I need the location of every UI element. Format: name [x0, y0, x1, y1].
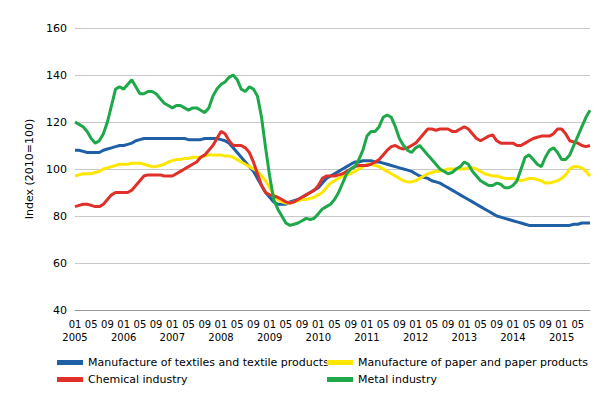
svg-text:05: 05 — [474, 319, 487, 330]
svg-text:01: 01 — [409, 319, 422, 330]
svg-text:09: 09 — [150, 319, 163, 330]
svg-text:01: 01 — [263, 319, 276, 330]
svg-text:09: 09 — [101, 319, 114, 330]
svg-text:2012: 2012 — [403, 332, 428, 343]
svg-text:40: 40 — [53, 304, 67, 317]
svg-text:Index (2010=100): Index (2010=100) — [23, 119, 36, 220]
svg-text:2010: 2010 — [306, 332, 331, 343]
svg-text:Chemical industry: Chemical industry — [88, 373, 188, 386]
svg-text:01: 01 — [312, 319, 325, 330]
svg-text:05: 05 — [279, 319, 292, 330]
svg-text:05: 05 — [425, 319, 438, 330]
svg-text:05: 05 — [134, 319, 147, 330]
svg-text:01: 01 — [117, 319, 130, 330]
svg-text:05: 05 — [231, 319, 244, 330]
svg-text:2008: 2008 — [208, 332, 233, 343]
svg-text:Manufacture of textiles and te: Manufacture of textiles and textile prod… — [88, 356, 329, 369]
svg-text:09: 09 — [247, 319, 260, 330]
svg-text:2006: 2006 — [111, 332, 136, 343]
svg-text:140: 140 — [46, 69, 67, 82]
svg-text:05: 05 — [182, 319, 195, 330]
svg-text:100: 100 — [46, 163, 67, 176]
svg-text:01: 01 — [458, 319, 471, 330]
svg-text:09: 09 — [539, 319, 552, 330]
svg-text:2013: 2013 — [452, 332, 477, 343]
svg-text:01: 01 — [215, 319, 228, 330]
svg-text:09: 09 — [490, 319, 503, 330]
svg-text:09: 09 — [393, 319, 406, 330]
svg-text:160: 160 — [46, 22, 67, 35]
svg-text:Manufacture of paper and paper: Manufacture of paper and paper products — [358, 356, 588, 369]
svg-text:2005: 2005 — [62, 332, 87, 343]
svg-text:2014: 2014 — [500, 332, 525, 343]
svg-text:Metal industry: Metal industry — [358, 373, 437, 386]
svg-text:2011: 2011 — [354, 332, 379, 343]
svg-text:05: 05 — [85, 319, 98, 330]
svg-text:01: 01 — [507, 319, 520, 330]
svg-text:05: 05 — [571, 319, 584, 330]
svg-text:2015: 2015 — [549, 332, 574, 343]
svg-text:05: 05 — [523, 319, 536, 330]
svg-text:09: 09 — [442, 319, 455, 330]
svg-text:01: 01 — [361, 319, 374, 330]
svg-text:01: 01 — [166, 319, 179, 330]
svg-text:2009: 2009 — [257, 332, 282, 343]
svg-text:05: 05 — [377, 319, 390, 330]
svg-text:120: 120 — [46, 116, 67, 129]
svg-text:09: 09 — [198, 319, 211, 330]
svg-text:09: 09 — [296, 319, 309, 330]
svg-text:01: 01 — [555, 319, 568, 330]
svg-text:09: 09 — [344, 319, 357, 330]
svg-text:60: 60 — [53, 257, 67, 270]
svg-text:05: 05 — [328, 319, 341, 330]
svg-text:80: 80 — [53, 210, 67, 223]
svg-text:01: 01 — [69, 319, 82, 330]
svg-text:2007: 2007 — [160, 332, 185, 343]
